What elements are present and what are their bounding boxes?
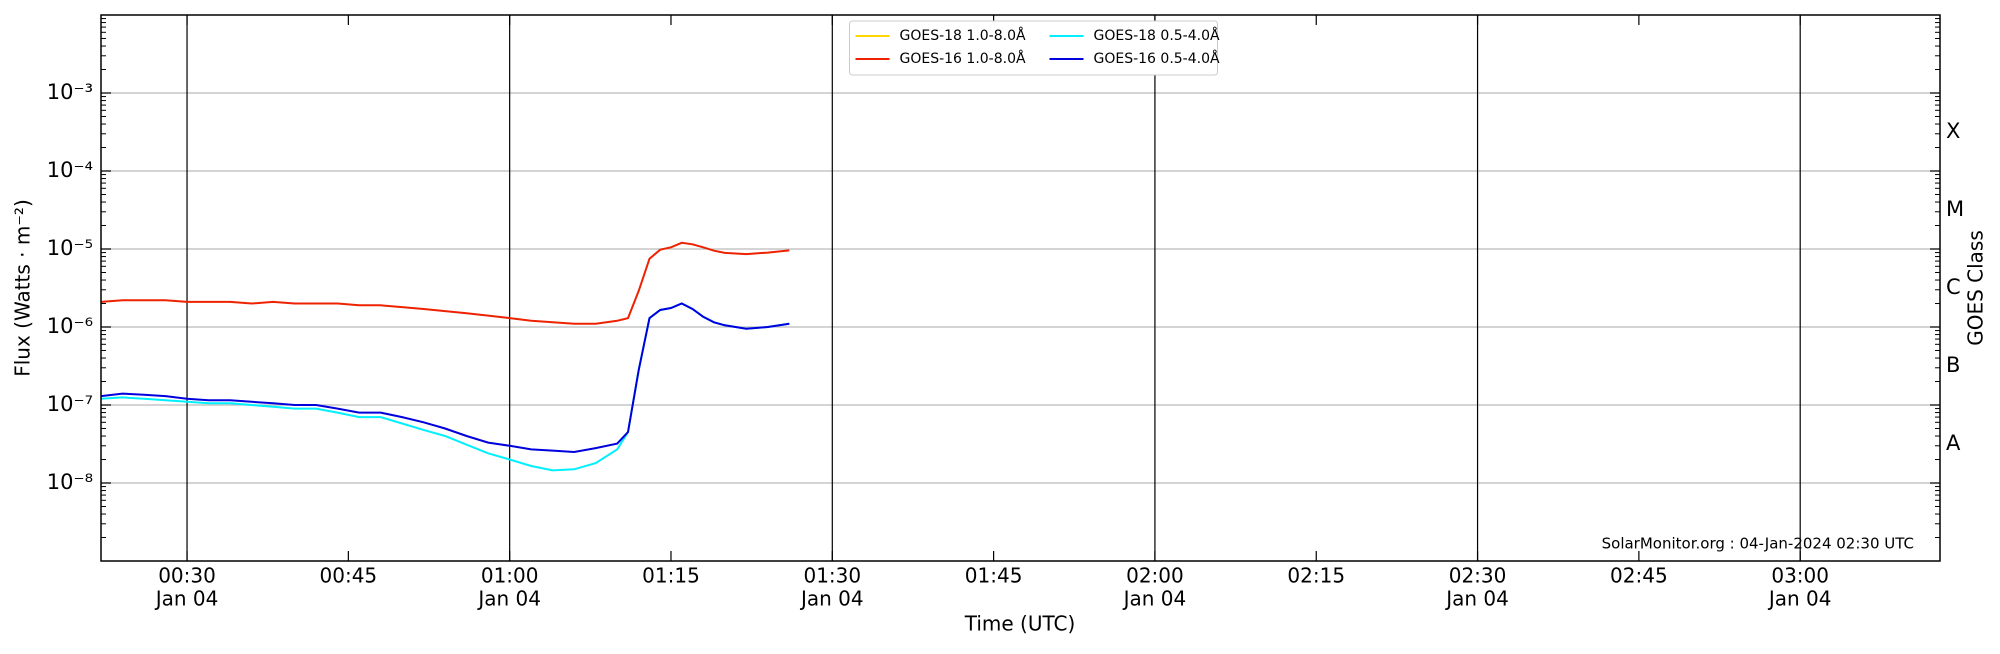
legend-label: GOES-18 1.0-8.0Å	[900, 27, 1026, 44]
x-tick-label: 01:45	[965, 564, 1023, 588]
x-tick-date: Jan 04	[799, 587, 864, 611]
y-tick-label: 10⁻⁸	[47, 470, 93, 494]
line	[101, 302, 790, 454]
y2-tick-label: A	[1946, 431, 1961, 455]
y-tick-label: 10⁻⁵	[47, 236, 93, 260]
x-tick-label: 02:30	[1449, 564, 1507, 588]
x-tick-label: 00:45	[320, 564, 378, 588]
line	[101, 302, 790, 472]
y2-tick-label: X	[1946, 119, 1960, 143]
x-tick-label: 00:30	[158, 564, 216, 588]
legend-box	[849, 20, 1218, 76]
y-axis-label: Flux (Watts · m⁻²)	[11, 199, 35, 377]
x-tick-label: 01:15	[642, 564, 700, 588]
x-tick-label: 03:00	[1771, 564, 1829, 588]
y2-tick-label: M	[1946, 197, 1964, 221]
plot-frame	[100, 14, 1941, 562]
x-axis-label: Time (UTC)	[964, 612, 1076, 636]
line	[101, 241, 790, 325]
legend-label: GOES-16 0.5-4.0Å	[1094, 50, 1220, 67]
x-tick-label: 01:30	[803, 564, 861, 588]
x-tick-date: Jan 04	[1122, 587, 1187, 611]
x-tick-date: Jan 04	[1767, 587, 1832, 611]
x-tick-label: 02:45	[1610, 564, 1668, 588]
y2-tick-label: B	[1946, 353, 1960, 377]
annotation: SolarMonitor.org : 04-Jan-2024 02:30 UTC	[1602, 535, 1914, 553]
y2-tick-label: C	[1946, 275, 1961, 299]
y-tick-label: 10⁻⁷	[47, 392, 93, 416]
legend-label: GOES-16 1.0-8.0Å	[900, 50, 1026, 67]
x-tick-label: 02:00	[1126, 564, 1184, 588]
x-tick-date: Jan 04	[1444, 587, 1509, 611]
x-tick-date: Jan 04	[154, 587, 219, 611]
legend-label: GOES-18 0.5-4.0Å	[1094, 27, 1220, 44]
x-tick-date: Jan 04	[476, 587, 541, 611]
x-tick-label: 02:15	[1287, 564, 1345, 588]
y-tick-label: 10⁻⁶	[47, 314, 93, 338]
x-tick-label: 01:00	[481, 564, 539, 588]
y-tick-label: 10⁻³	[47, 80, 93, 104]
y2-axis-label: GOES Class	[1964, 230, 1988, 346]
y-tick-label: 10⁻⁴	[47, 158, 93, 182]
